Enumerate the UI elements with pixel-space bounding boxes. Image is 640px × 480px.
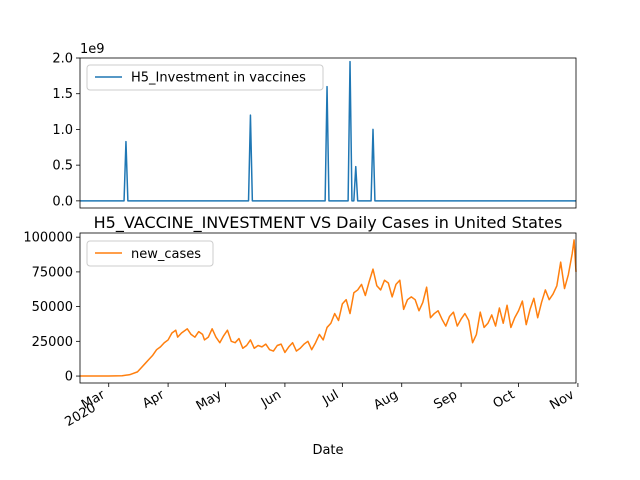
series-line-h5-investment-in-vaccines <box>80 60 576 202</box>
cases-subplot: H5_VACCINE_INVESTMENT VS Daily Cases in … <box>23 213 579 458</box>
y-tick-label: 2.0 <box>52 52 73 67</box>
x-axis-label: Date <box>312 443 343 458</box>
x-tick-label: Jul <box>319 387 341 408</box>
legend-label: new_cases <box>131 247 201 262</box>
cases-plot-frame <box>79 232 577 384</box>
y-tick-label: 100000 <box>23 231 73 246</box>
investment-legend: H5_Investment in vaccines <box>86 64 324 91</box>
legend-label: H5_Investment in vaccines <box>131 71 306 86</box>
y-tick-label: 0 <box>65 370 73 385</box>
legend-box <box>86 64 324 91</box>
y-tick-label: 0.5 <box>52 159 73 174</box>
y-tick-label: 1.0 <box>52 123 73 138</box>
y-tick-label: 50000 <box>32 300 73 315</box>
series-line-new-cases <box>80 239 577 377</box>
y-tick-label: 75000 <box>32 265 73 280</box>
cases-series-layer <box>80 239 577 377</box>
cases-legend: new_cases <box>86 240 214 267</box>
investment-y-ticks: 0.0 0.5 1.0 1.5 2.0 <box>52 52 80 209</box>
y-axis-offset-text: 1e9 <box>80 42 105 57</box>
investment-plot-frame <box>79 57 577 209</box>
investment-subplot: 1e9 0.0 0.5 1.0 1.5 2.0 H5_Investment in vac… <box>52 42 577 209</box>
y-tick-label: 25000 <box>32 335 73 350</box>
chart-title: H5_VACCINE_INVESTMENT VS Daily Cases in … <box>94 213 563 233</box>
y-tick-label: 0.0 <box>52 194 73 209</box>
legend-box <box>86 240 214 267</box>
y-tick-label: 1.5 <box>52 87 73 102</box>
investment-series-layer <box>80 60 576 202</box>
cases-y-ticks: 0 25000 50000 75000 100000 <box>23 231 80 385</box>
